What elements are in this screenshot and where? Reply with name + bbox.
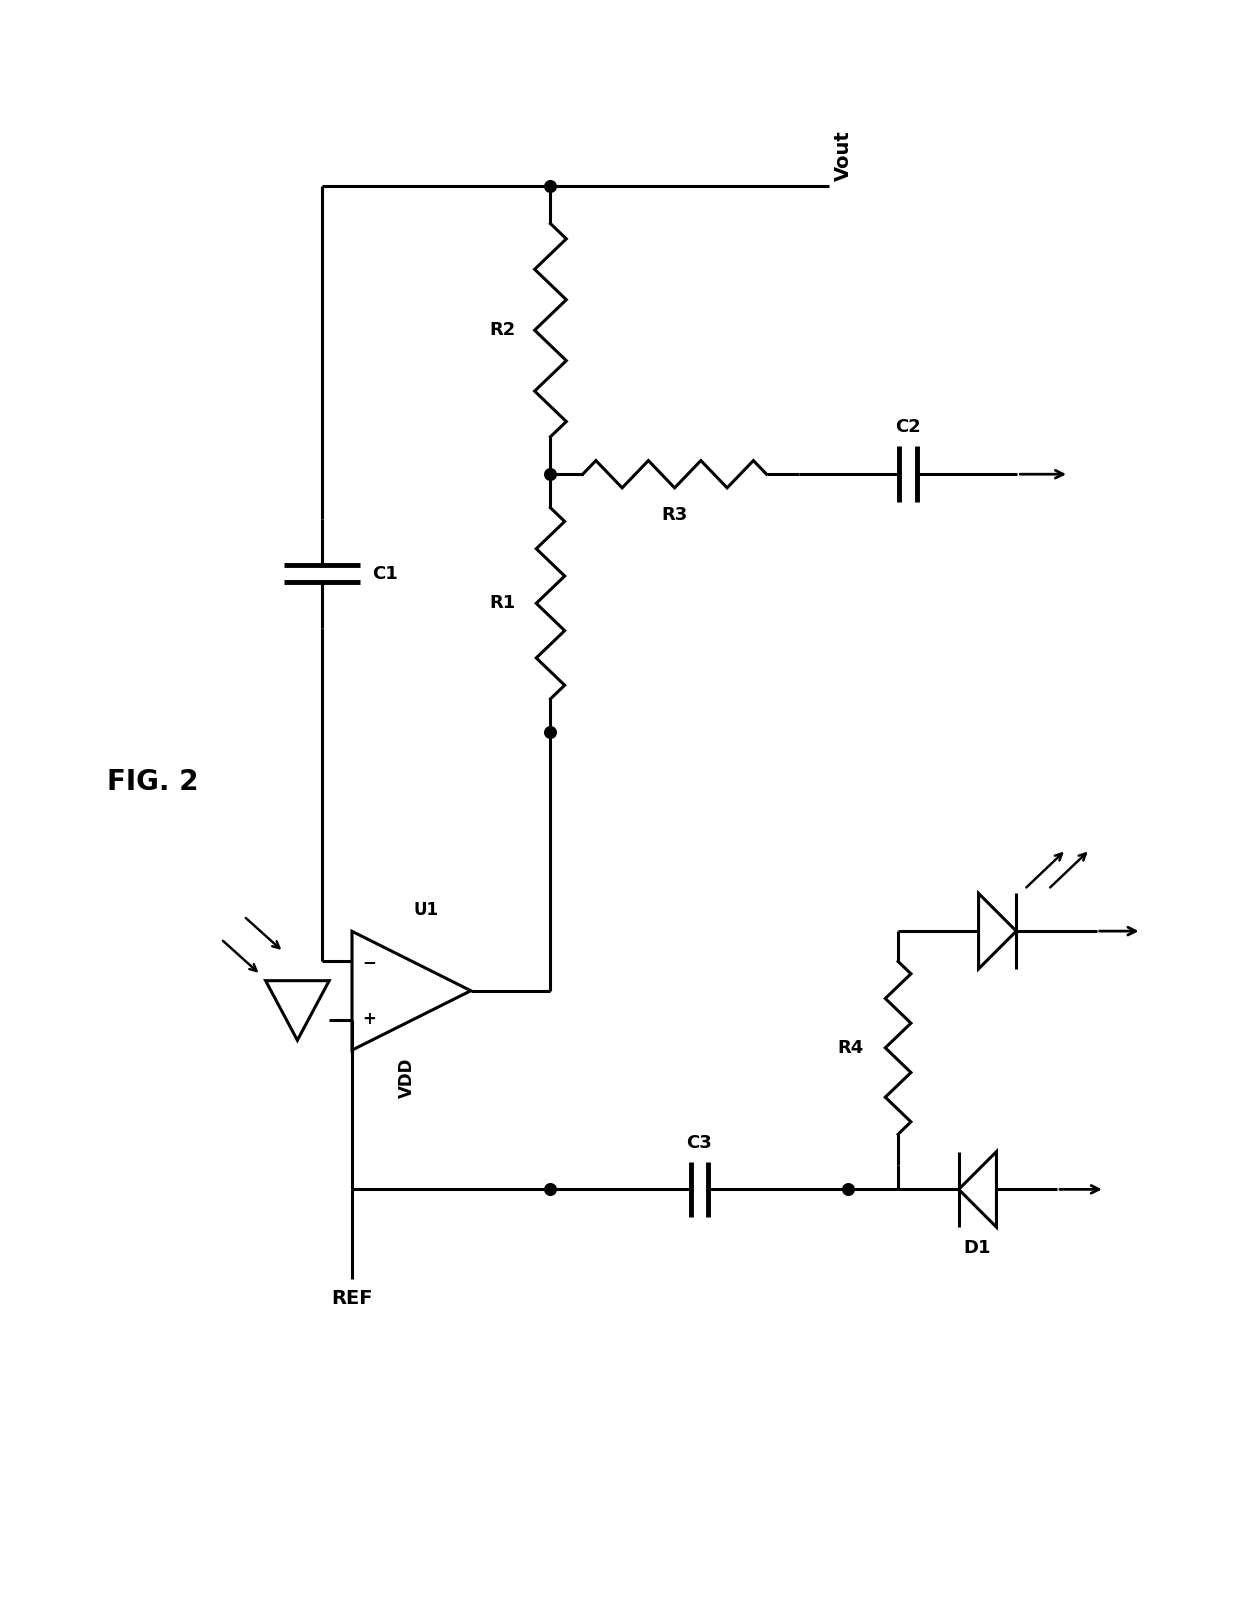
Text: C2: C2 [895,418,921,436]
Text: R1: R1 [490,594,516,612]
Text: −: − [362,953,376,971]
Text: VDD: VDD [398,1057,415,1099]
Text: D1: D1 [963,1238,991,1258]
Text: REF: REF [331,1288,373,1307]
Text: R3: R3 [661,506,688,524]
Text: R4: R4 [837,1038,863,1057]
Text: +: + [362,1011,376,1028]
Text: Vout: Vout [833,130,853,181]
Text: C3: C3 [687,1134,712,1152]
Text: C1: C1 [372,564,398,583]
Point [541,173,560,199]
Point [838,1176,858,1202]
Point [541,461,560,487]
Text: FIG. 2: FIG. 2 [108,767,198,796]
Text: R2: R2 [490,320,516,340]
Point [541,1176,560,1202]
Point [541,719,560,745]
Text: U1: U1 [414,902,439,920]
